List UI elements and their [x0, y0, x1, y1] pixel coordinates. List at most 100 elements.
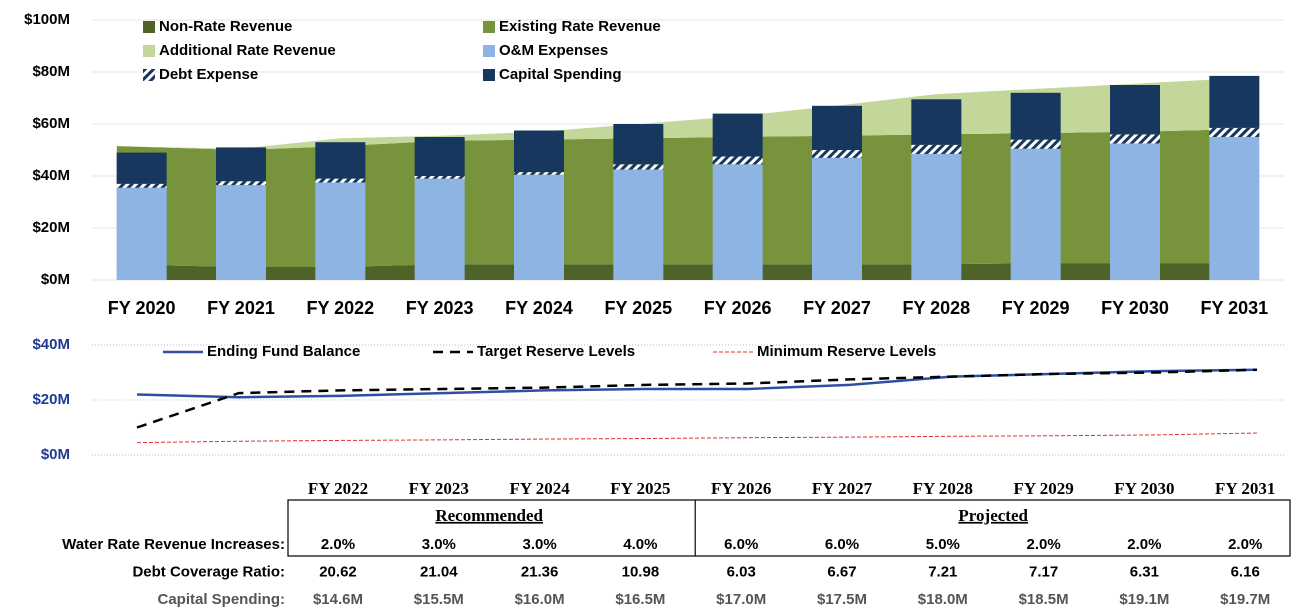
cell: 2.0% — [1026, 536, 1060, 553]
legend-label: Additional Rate Revenue — [159, 42, 336, 59]
legend-swatch — [143, 69, 155, 81]
cell: 4.0% — [623, 536, 657, 553]
legend-label: O&M Expenses — [499, 42, 608, 59]
bar — [116, 187, 167, 280]
row-label: Water Rate Revenue Increases: — [62, 536, 285, 553]
bar — [414, 178, 465, 280]
area — [116, 129, 1235, 267]
x-tick-label: FY 2027 — [803, 298, 871, 318]
bar — [514, 130, 564, 173]
x-tick-label: FY 2026 — [704, 298, 772, 318]
bar — [116, 183, 167, 188]
cell: 3.0% — [422, 536, 456, 553]
bar — [116, 152, 167, 184]
bar — [911, 153, 962, 280]
group-label: Projected — [958, 506, 1028, 525]
y-tick-label: $40M — [32, 167, 70, 184]
bar — [1010, 148, 1061, 280]
y-tick-label: $100M — [24, 11, 70, 28]
cell: 6.03 — [727, 563, 756, 580]
legend-swatch — [143, 21, 155, 33]
bar — [1110, 134, 1160, 144]
legend-label: Non-Rate Revenue — [159, 18, 292, 35]
bar — [216, 185, 266, 280]
bar — [1010, 139, 1061, 149]
cell: 2.0% — [1228, 536, 1262, 553]
cell: 7.17 — [1029, 563, 1058, 580]
bar — [911, 144, 962, 154]
column-header: FY 2023 — [409, 479, 469, 498]
bar — [514, 174, 564, 280]
row-label: Capital Spending: — [158, 591, 286, 608]
cell: 20.62 — [319, 563, 357, 580]
bar — [613, 164, 664, 170]
bar — [812, 105, 862, 150]
cell: $14.6M — [313, 591, 363, 608]
legend-swatch — [483, 69, 495, 81]
y-tick-label: $0M — [41, 271, 70, 288]
column-header: FY 2026 — [711, 479, 771, 498]
bar — [613, 124, 664, 165]
legend-swatch — [483, 45, 495, 57]
line — [136, 432, 1258, 444]
x-tick-label: FY 2023 — [406, 298, 474, 318]
cell: $19.7M — [1220, 591, 1270, 608]
bar — [712, 156, 763, 165]
bar — [712, 113, 763, 157]
bar — [216, 147, 266, 182]
column-header: FY 2024 — [509, 479, 570, 498]
cell: 10.98 — [622, 563, 660, 580]
line — [136, 368, 1258, 429]
cell: $17.0M — [716, 591, 766, 608]
cell: $16.0M — [515, 591, 565, 608]
bar — [1110, 85, 1160, 135]
legend-swatch — [483, 21, 495, 33]
bar — [1209, 127, 1260, 137]
column-header: FY 2027 — [812, 479, 873, 498]
cell: $17.5M — [817, 591, 867, 608]
bar — [315, 178, 366, 183]
cell: $18.0M — [918, 591, 968, 608]
bar — [911, 99, 962, 145]
y-tick-label: $20M — [32, 219, 70, 236]
legend-swatch — [143, 45, 155, 57]
legend-label: Ending Fund Balance — [207, 343, 360, 360]
legend-label: Existing Rate Revenue — [499, 18, 661, 35]
row-label: Debt Coverage Ratio: — [132, 563, 285, 580]
x-tick-label: FY 2020 — [108, 298, 176, 318]
bar — [613, 169, 664, 280]
x-tick-label: FY 2022 — [306, 298, 374, 318]
column-header: FY 2022 — [308, 479, 368, 498]
cell: $16.5M — [615, 591, 665, 608]
bar — [812, 150, 862, 158]
x-tick-label: FY 2031 — [1200, 298, 1268, 318]
bar — [414, 176, 465, 179]
cell: 6.31 — [1130, 563, 1159, 580]
legend-label: Capital Spending — [499, 66, 622, 83]
bar — [1209, 75, 1260, 128]
table-box — [287, 499, 1291, 557]
x-tick-label: FY 2024 — [505, 298, 573, 318]
cell: 6.67 — [827, 563, 856, 580]
cell: $19.1M — [1119, 591, 1169, 608]
bar — [1110, 143, 1160, 280]
x-tick-label: FY 2025 — [604, 298, 672, 318]
column-header: FY 2030 — [1114, 479, 1174, 498]
bar — [315, 142, 366, 179]
y-tick-label: $80M — [32, 63, 70, 80]
cell: $15.5M — [414, 591, 464, 608]
cell: 2.0% — [321, 536, 355, 553]
column-header: FY 2029 — [1013, 479, 1073, 498]
column-header: FY 2025 — [610, 479, 670, 498]
cell: 6.0% — [825, 536, 859, 553]
bar — [1209, 137, 1260, 280]
cell: 21.36 — [521, 563, 559, 580]
bar — [1010, 92, 1061, 140]
cell: 3.0% — [522, 536, 556, 553]
cell: 7.21 — [928, 563, 957, 580]
x-tick-label: FY 2021 — [207, 298, 275, 318]
bar — [812, 157, 862, 280]
y-tick-label: $60M — [32, 115, 70, 132]
cell: 2.0% — [1127, 536, 1161, 553]
